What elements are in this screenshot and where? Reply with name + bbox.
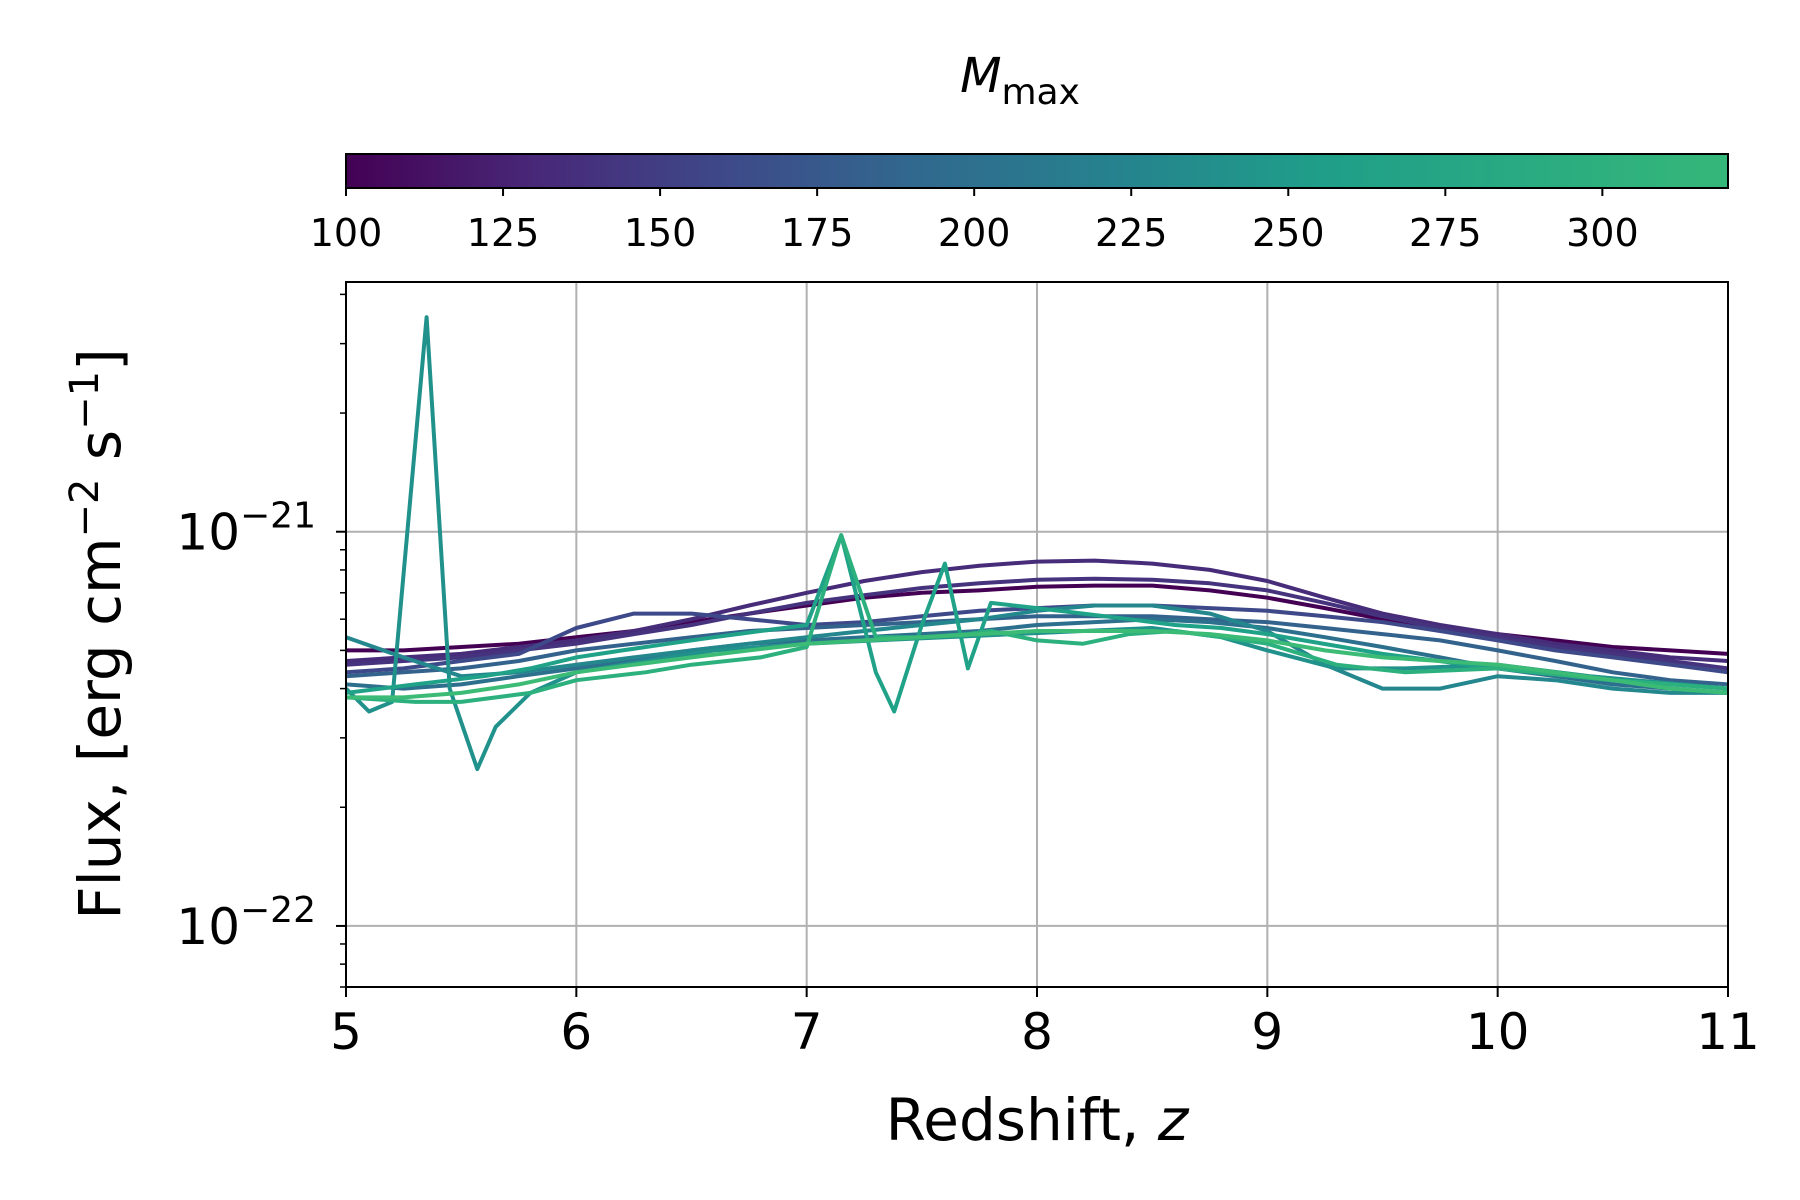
colorbar-tick-label: 300 bbox=[1566, 211, 1639, 255]
series-group bbox=[346, 315, 1728, 772]
colorbar bbox=[345, 153, 1729, 189]
colorbar-tick-label: 125 bbox=[467, 211, 540, 255]
colorbar-tick-label: 200 bbox=[938, 211, 1011, 255]
series-line bbox=[346, 558, 1728, 663]
colorbar-tick-label: 250 bbox=[1252, 211, 1325, 255]
colorbar-tick-label: 175 bbox=[781, 211, 854, 255]
series-line bbox=[346, 629, 1728, 700]
axis-ticks: 5 6 7 8 9 10 11 10−22 10−21 bbox=[176, 293, 1760, 1061]
x-tick-label: 9 bbox=[1251, 1003, 1283, 1061]
x-axis-title: Redshift, z bbox=[886, 1086, 1190, 1154]
y-axis-title: Flux, [erg cm−2 s−1] bbox=[62, 348, 134, 919]
series-line bbox=[346, 603, 1728, 695]
x-tick-label: 5 bbox=[330, 1003, 362, 1061]
colorbar-label: Mmax bbox=[960, 48, 1080, 113]
y-tick-label: 10−22 bbox=[176, 890, 316, 956]
y-axis-title-end: ] bbox=[66, 348, 134, 371]
colorbar-tick-label: 150 bbox=[624, 211, 697, 255]
x-tick-label: 10 bbox=[1466, 1003, 1530, 1061]
colorbar-ticks: 100 125 150 175 200 225 250 275 300 bbox=[310, 188, 1639, 255]
x-tick-label: 11 bbox=[1696, 1003, 1760, 1061]
y-axis-title-exp1: −2 bbox=[62, 479, 108, 538]
y-axis-title-main: Flux, [erg cm bbox=[66, 538, 134, 920]
series-line bbox=[346, 533, 1728, 714]
x-tick-label: 8 bbox=[1021, 1003, 1053, 1061]
y-axis-title-exp2: −1 bbox=[62, 371, 108, 430]
x-tick-label: 6 bbox=[560, 1003, 592, 1061]
x-tick-label: 7 bbox=[791, 1003, 823, 1061]
colorbar-label-main: M bbox=[960, 48, 1001, 104]
x-axis-title-text: Redshift, bbox=[886, 1086, 1158, 1154]
colorbar-tick-label: 225 bbox=[1095, 211, 1168, 255]
colorbar-tick-label: 275 bbox=[1409, 211, 1482, 255]
x-axis-title-var: z bbox=[1157, 1086, 1190, 1154]
y-tick-label: 10−21 bbox=[176, 496, 316, 562]
series-line bbox=[346, 576, 1728, 671]
y-axis-title-mid: s bbox=[66, 430, 134, 479]
colorbar-label-sub: max bbox=[1001, 72, 1079, 113]
series-line bbox=[346, 614, 1728, 687]
colorbar-tick-label: 100 bbox=[310, 211, 383, 255]
